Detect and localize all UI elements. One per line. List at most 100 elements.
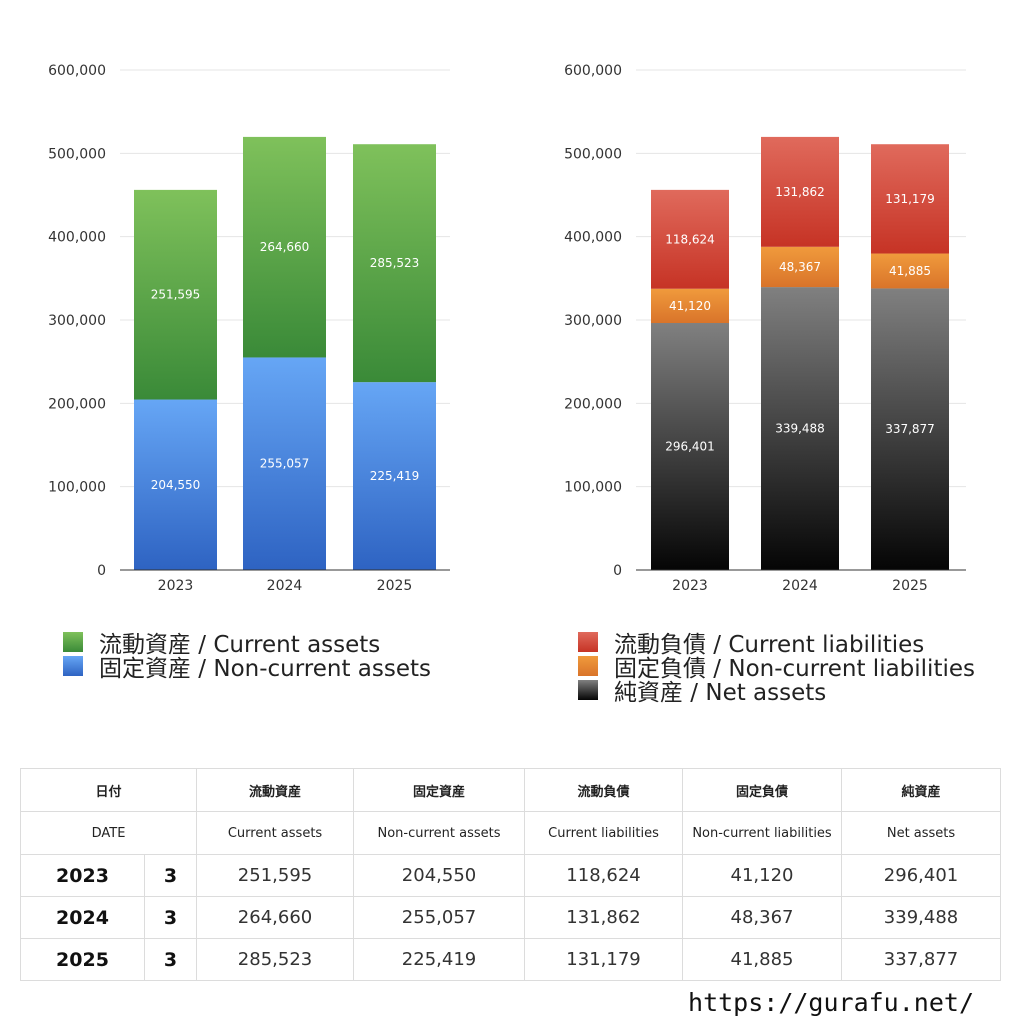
- y-tick-label: 400,000: [48, 230, 106, 246]
- x-tick-label: 2025: [892, 578, 928, 594]
- bar-value-label: 41,885: [889, 264, 931, 278]
- y-tick-label: 500,000: [48, 146, 106, 162]
- legend-label: 流動負債 / Current liabilities: [614, 632, 925, 658]
- header-non-current-liabilities-en: Non-current liabilities: [682, 811, 843, 855]
- bar-value-label: 131,179: [885, 192, 935, 206]
- legend-label: 固定負債 / Non-current liabilities: [614, 656, 975, 682]
- legend-item-current-liabilities: 流動負債 / Current liabilities: [578, 630, 975, 658]
- legend-swatch: [578, 680, 598, 700]
- x-tick-label: 2023: [158, 578, 194, 594]
- bar-segment: [243, 136, 326, 358]
- y-tick-label: 400,000: [564, 230, 622, 246]
- x-tick-label: 2024: [782, 578, 818, 594]
- site-url-watermark: https://gurafu.net/: [688, 988, 974, 1017]
- cell-net-assets: 337,877: [841, 938, 1002, 981]
- header-non-current-liabilities-ja: 固定負債: [682, 768, 843, 812]
- header-current-liabilities-en: Current liabilities: [524, 811, 684, 855]
- row-year: 2025: [20, 938, 145, 981]
- assets-legend: 流動資産 / Current assets 固定資産 / Non-current…: [63, 630, 431, 682]
- header-current-assets-ja: 流動資産: [196, 768, 355, 812]
- row-year: 2023: [20, 854, 145, 897]
- cell-current-assets: 264,660: [196, 896, 355, 939]
- bar-segment: [243, 357, 326, 570]
- bar-value-label: 339,488: [775, 422, 825, 436]
- header-net-assets-en: Net assets: [841, 811, 1002, 855]
- row-month: 3: [143, 938, 198, 981]
- bar-segment: [134, 189, 217, 400]
- cell-current-liabilities: 131,862: [524, 896, 684, 939]
- financial-data-table: 日付 流動資産 固定資産 流動負債 固定負債 純資産 DATE Current …: [19, 768, 1002, 981]
- legend-item-non-current-assets: 固定資産 / Non-current assets: [63, 654, 431, 682]
- bar-value-label: 225,419: [370, 469, 420, 483]
- bar-segment: [761, 246, 839, 288]
- cell-current-assets: 251,595: [196, 854, 355, 897]
- bar-value-label: 337,877: [885, 422, 935, 436]
- bar-segment: [761, 287, 839, 570]
- y-tick-label: 0: [97, 563, 106, 579]
- y-tick-label: 0: [613, 563, 622, 579]
- bar-segment: [134, 399, 217, 570]
- bar-segment: [651, 189, 729, 289]
- bar-segment: [651, 288, 729, 323]
- table-header-row-ja: 日付 流動資産 固定資産 流動負債 固定負債 純資産: [19, 768, 1002, 812]
- legend-item-net-assets: 純資産 / Net assets: [578, 678, 975, 706]
- y-tick-label: 600,000: [48, 63, 106, 79]
- header-net-assets-ja: 純資産: [841, 768, 1002, 812]
- table-row: 2023 3 251,595 204,550 118,624 41,120 29…: [20, 854, 1002, 897]
- bar-value-label: 255,057: [260, 457, 310, 471]
- y-tick-label: 200,000: [564, 396, 622, 412]
- y-tick-label: 100,000: [48, 480, 106, 496]
- legend-item-non-current-liabilities: 固定負債 / Non-current liabilities: [578, 654, 975, 682]
- header-non-current-assets-en: Non-current assets: [353, 811, 526, 855]
- bar-value-label: 296,401: [665, 439, 715, 453]
- header-current-assets-en: Current assets: [196, 811, 355, 855]
- assets-stacked-bar-chart: 204,550 251,595 255,057 264,660 225,419 285,5…: [48, 63, 450, 594]
- bar-value-label: 285,523: [370, 256, 420, 270]
- cell-net-assets: 339,488: [841, 896, 1002, 939]
- row-year: 2024: [20, 896, 145, 939]
- y-tick-label: 300,000: [48, 313, 106, 329]
- header-date-ja: 日付: [19, 768, 198, 812]
- bar-segment: [651, 322, 729, 570]
- legend-swatch: [63, 656, 83, 676]
- bar-value-label: 41,120: [669, 299, 711, 313]
- table-row: 2025 3 285,523 225,419 131,179 41,885 33…: [20, 938, 1002, 981]
- x-tick-label: 2023: [672, 578, 708, 594]
- table-row: 2024 3 264,660 255,057 131,862 48,367 33…: [20, 896, 1002, 939]
- header-current-liabilities-ja: 流動負債: [524, 768, 684, 812]
- cell-non-current-assets: 225,419: [353, 938, 526, 981]
- legend-swatch: [578, 632, 598, 652]
- cell-non-current-liabilities: 48,367: [682, 896, 843, 939]
- legend-label: 純資産 / Net assets: [614, 680, 827, 706]
- bar-segment: [353, 382, 436, 570]
- y-tick-label: 200,000: [48, 396, 106, 412]
- cell-current-liabilities: 131,179: [524, 938, 684, 981]
- header-date-en: DATE: [19, 811, 198, 855]
- legend-label: 流動資産 / Current assets: [99, 632, 381, 658]
- y-tick-label: 500,000: [564, 146, 622, 162]
- table-header-row-en: DATE Current assets Non-current assets C…: [19, 811, 1002, 855]
- liabilities-netassets-stacked-bar-chart: 296,401 41,120 118,624 339,488 48,367 131,862…: [564, 63, 966, 594]
- bar-value-label: 48,367: [779, 260, 821, 274]
- y-tick-label: 300,000: [564, 313, 622, 329]
- liabilities-legend: 流動負債 / Current liabilities 固定負債 / Non-cu…: [578, 630, 975, 706]
- bar-segment: [871, 253, 949, 289]
- y-tick-label: 600,000: [564, 63, 622, 79]
- bar-segment: [871, 288, 949, 570]
- cell-non-current-liabilities: 41,885: [682, 938, 843, 981]
- bar-value-label: 118,624: [665, 232, 715, 246]
- cell-non-current-assets: 204,550: [353, 854, 526, 897]
- legend-item-current-assets: 流動資産 / Current assets: [63, 630, 431, 658]
- bar-value-label: 251,595: [151, 288, 201, 302]
- x-tick-label: 2025: [377, 578, 413, 594]
- legend-label: 固定資産 / Non-current assets: [99, 656, 432, 682]
- legend-swatch: [578, 656, 598, 676]
- legend-swatch: [63, 632, 83, 652]
- header-non-current-assets-ja: 固定資産: [353, 768, 526, 812]
- cell-current-assets: 285,523: [196, 938, 355, 981]
- x-tick-label: 2024: [267, 578, 303, 594]
- row-month: 3: [143, 896, 198, 939]
- bar-segment: [871, 144, 949, 254]
- bar-value-label: 131,862: [775, 185, 825, 199]
- cell-current-liabilities: 118,624: [524, 854, 684, 897]
